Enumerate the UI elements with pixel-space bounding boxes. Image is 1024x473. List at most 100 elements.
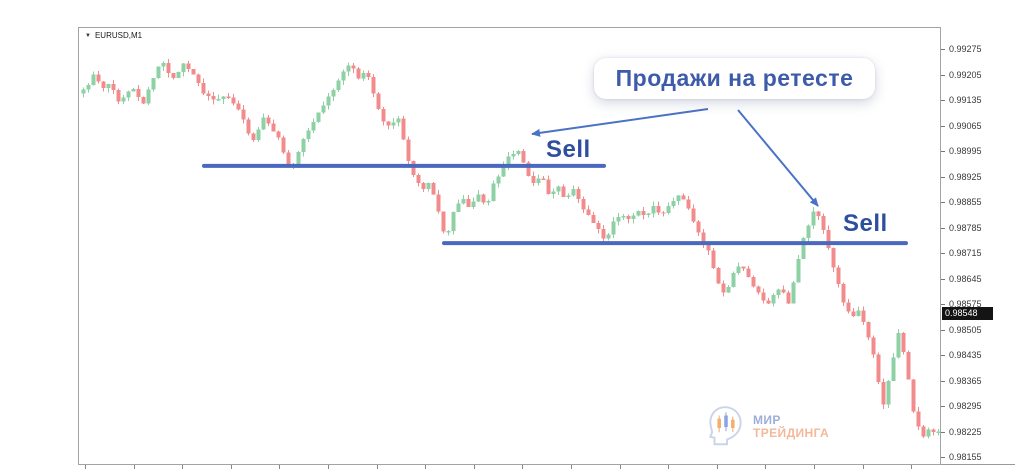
candle	[466, 195, 471, 208]
watermark-text: МИР ТРЕЙДИНГА	[753, 414, 829, 440]
candle	[856, 306, 861, 317]
price-tick	[941, 151, 945, 152]
candle	[266, 114, 271, 127]
time-tick	[133, 465, 135, 469]
candle	[631, 213, 636, 224]
price-tick-label: 0.98435	[949, 350, 982, 360]
candle	[301, 138, 306, 157]
candle	[131, 88, 136, 92]
price-tick	[941, 202, 945, 203]
price-tick	[941, 355, 945, 356]
price-tick	[941, 49, 945, 50]
candle	[896, 329, 901, 359]
candle	[681, 193, 686, 200]
price-tick	[941, 457, 945, 458]
candle	[146, 86, 151, 105]
candle	[791, 280, 796, 304]
candle	[726, 285, 731, 293]
candle	[236, 100, 241, 111]
candle	[541, 176, 546, 180]
candle	[761, 288, 766, 304]
sell-label-1: Sell	[546, 136, 591, 163]
price-tick	[941, 304, 945, 305]
candle	[536, 174, 541, 186]
candle	[346, 62, 351, 76]
symbol-name: EURUSD,M1	[94, 31, 143, 40]
candle	[551, 188, 556, 199]
candle	[696, 219, 701, 236]
watermark-line2: ТРЕЙДИНГА	[753, 426, 830, 440]
candle	[831, 247, 836, 273]
candle	[316, 112, 321, 124]
time-tick	[765, 465, 767, 469]
candle	[196, 73, 201, 86]
time-tick	[814, 465, 815, 469]
price-tick	[941, 176, 945, 178]
candle	[711, 247, 716, 269]
candle	[426, 182, 431, 192]
candle	[436, 190, 441, 214]
candle	[151, 77, 156, 92]
price-tick	[941, 329, 945, 331]
time-tick	[911, 465, 913, 469]
candle	[206, 90, 211, 101]
price-tick-label: 0.98715	[949, 248, 982, 258]
candle	[481, 193, 486, 205]
candle	[846, 299, 851, 314]
candle	[661, 210, 666, 217]
candle	[166, 58, 171, 78]
candle	[381, 107, 386, 126]
candle	[186, 61, 191, 72]
price-tick-label: 0.98155	[949, 452, 982, 462]
candle	[786, 290, 791, 305]
candle	[521, 149, 526, 163]
time-tick	[862, 465, 864, 469]
candle	[321, 101, 326, 115]
candle	[136, 84, 141, 102]
candle	[601, 225, 606, 242]
candle	[401, 115, 406, 141]
candle	[221, 95, 226, 104]
price-tick	[941, 406, 945, 407]
price-axis[interactable]: 0.98548 0.99275 0.99205 0.99135 0.99065 0.98…	[941, 27, 1023, 465]
candle	[116, 88, 121, 105]
candle	[686, 195, 691, 210]
candle	[801, 237, 806, 260]
candle	[231, 93, 236, 106]
candle	[596, 220, 601, 234]
price-tick	[941, 253, 945, 254]
candle	[641, 206, 646, 220]
time-axis-baseline-extension	[941, 464, 1015, 465]
candle	[911, 379, 916, 413]
candle	[101, 81, 106, 92]
candle	[721, 280, 726, 297]
candle	[396, 116, 401, 127]
candle	[176, 71, 181, 79]
time-axis[interactable]	[78, 465, 941, 473]
chart-frame: ▼ EURUSD,M1	[78, 27, 941, 465]
candle	[666, 202, 671, 215]
time-tick	[522, 465, 524, 469]
candle	[821, 213, 826, 234]
candle	[461, 194, 466, 205]
candle	[836, 265, 841, 288]
candle	[636, 210, 641, 217]
candle	[261, 113, 266, 130]
symbol-dropdown[interactable]: ▼ EURUSD,M1	[85, 31, 142, 40]
candle	[916, 407, 921, 431]
candle	[621, 214, 626, 221]
candle	[391, 118, 396, 130]
price-tick-label: 0.98995	[949, 146, 982, 156]
candle	[676, 194, 681, 206]
price-tick-label: 0.98505	[949, 324, 982, 335]
candle	[616, 213, 621, 226]
price-tick	[941, 100, 945, 101]
candle	[81, 87, 86, 98]
candle	[901, 331, 906, 355]
candle	[511, 150, 516, 160]
candlestick-chart-canvas[interactable]	[79, 28, 940, 464]
candle	[306, 127, 311, 143]
candle	[246, 117, 251, 136]
watermark-line1: МИР	[753, 413, 781, 427]
